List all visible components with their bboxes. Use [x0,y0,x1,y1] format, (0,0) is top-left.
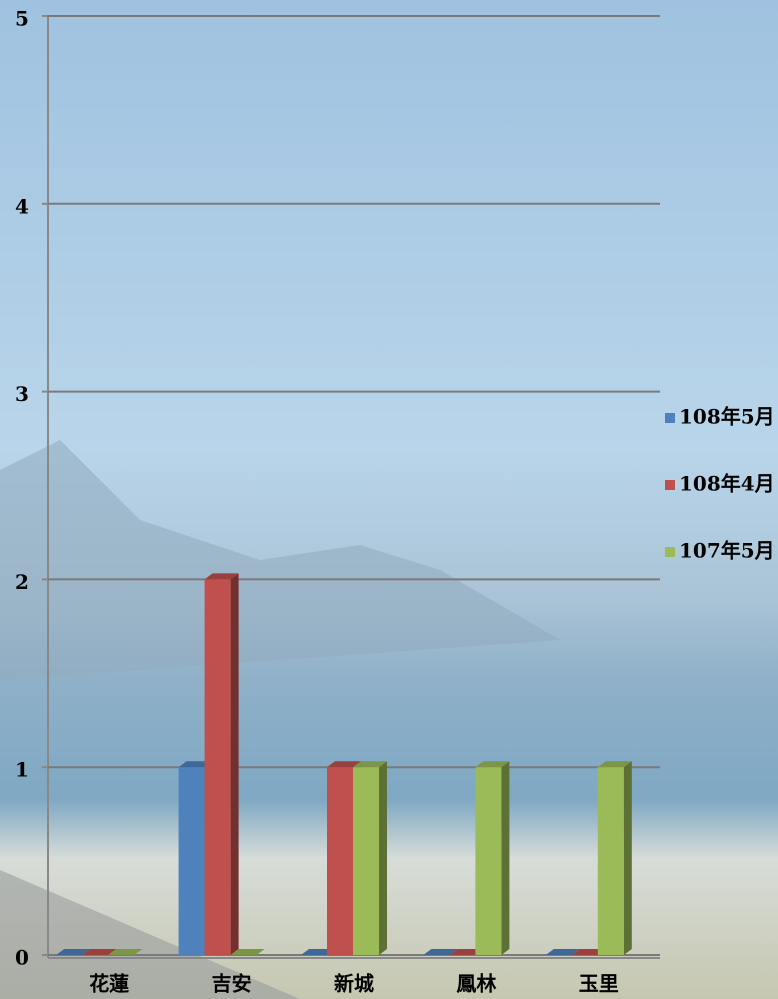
bar-top [597,761,632,768]
bar-top [108,949,143,955]
legend-label: 107年5月 [679,539,775,563]
bar-top [301,949,335,955]
bar [475,767,502,955]
bar-side [623,761,632,955]
bar-top [230,949,265,955]
y-tick-label: 4 [15,194,29,218]
bar-top [178,761,213,768]
bar-top [571,949,606,955]
bar [204,579,231,955]
y-tick-label: 3 [15,382,29,406]
bar-top [423,949,458,955]
bar-top [449,949,484,955]
bar-side [379,761,387,955]
bar-top [204,573,239,580]
bar [353,767,379,955]
bar-top [545,949,580,955]
legend-swatch [665,547,675,557]
bar-top [82,949,117,955]
legend-label: 108年5月 [679,405,775,429]
road [0,870,300,999]
x-tick-label: 新城 [334,972,374,996]
y-tick-label: 2 [15,570,29,594]
x-tick-label: 吉安 [212,972,252,996]
legend-swatch [665,413,675,423]
bar [597,767,624,955]
legend-swatch [665,480,675,490]
y-tick-label: 5 [15,7,29,31]
x-tick-label: 玉里 [579,972,619,996]
bar-side [230,573,239,955]
x-tick-label: 花蓮 [89,972,129,996]
legend-label: 108年4月 [679,472,775,496]
bar-top [56,949,91,955]
bar-side [501,761,510,955]
bar [178,767,205,955]
x-tick-label: 鳳林 [456,972,496,996]
mountain [0,440,560,680]
bar [327,767,353,955]
bar-top [475,761,510,768]
y-tick-label: 1 [15,758,29,782]
y-tick-label: 0 [15,946,29,970]
bar-top [327,761,361,768]
bar-top [353,761,387,768]
